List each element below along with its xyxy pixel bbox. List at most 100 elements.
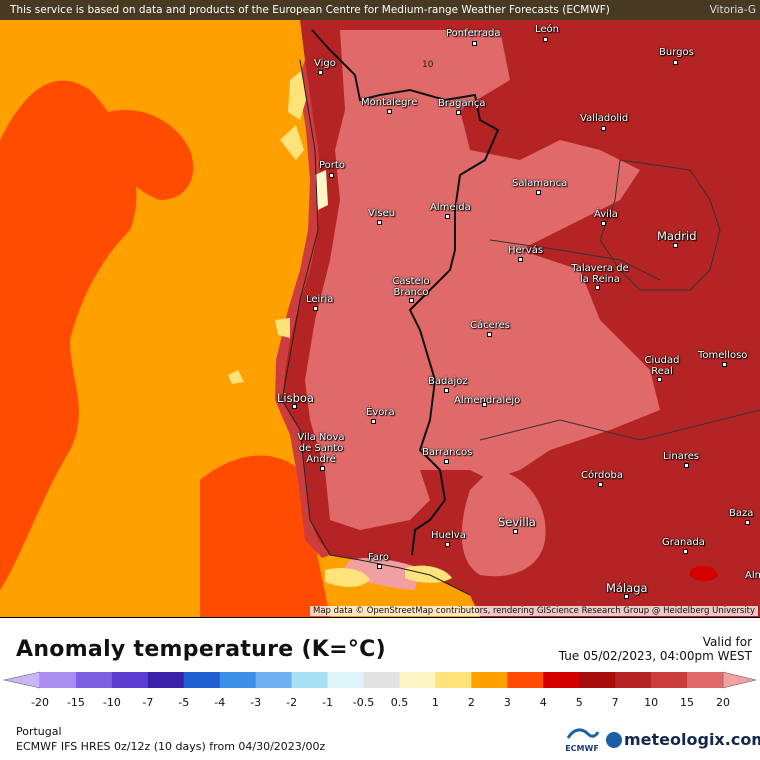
city-label: Valladolid [580,113,629,124]
city-dot [377,564,382,569]
city-label: Talavera de la Reina [571,263,629,285]
scale-swatch [40,672,77,688]
interior-light-anomaly [305,30,660,530]
ecmwf-logo[interactable]: ECMWF [562,724,602,754]
scale-tick-label: 15 [680,696,695,709]
yellow-spot-porto-coast [315,170,328,210]
scale-tick-label: -10 [102,696,121,709]
city-dot [444,388,449,393]
ocean-anomaly-band-south [200,455,330,617]
city-dot [595,285,600,290]
scale-swatch [435,672,472,688]
city-label: Córdoba [581,470,623,481]
scale-tick-label: 2 [467,696,475,709]
map-area[interactable]: This service is based on data and produc… [0,0,760,618]
scale-arrow-high [722,671,757,689]
scale-tick-label: 3 [503,696,511,709]
scale-swatch [579,672,616,688]
seville-light-anomaly [461,470,546,577]
city-dot [377,220,382,225]
scale-swatch [327,672,365,688]
city-dot [409,298,414,303]
city-dot [673,60,678,65]
scale-swatch [183,672,221,688]
scale-swatch [543,672,580,688]
city-label: Alm [745,570,760,581]
scale-swatch [399,672,436,688]
city-label: Tomelloso [698,350,748,361]
scale-tick-label: 5 [575,696,583,709]
city-dot [292,404,297,409]
scale-tick-label: -2 [286,696,298,709]
city-dot [543,37,548,42]
scale-tick-label: -7 [142,696,154,709]
city-dot [445,214,450,219]
scale-swatch [687,672,724,688]
city-dot [513,529,518,534]
valid-time: Tue 05/02/2023, 04:00pm WEST [558,649,752,663]
scale-swatch [615,672,652,688]
andalusia-border [479,409,760,441]
scale-swatch [75,672,113,688]
meteologix-brand[interactable]: meteologix.com [624,730,760,749]
legend-title: Anomaly temperature (K=°C) [16,637,386,662]
city-dot [318,70,323,75]
city-label: Hervás [508,245,544,256]
city-dot [313,306,318,311]
scale-tick-label: -1 [322,696,334,709]
city-dot [445,542,450,547]
city-label: Leiria [306,294,334,305]
scale-tick-label: -20 [31,696,49,709]
yellow-spot-ocean [228,370,244,384]
algarve-light [340,557,420,590]
portugal-spain-border [311,29,500,556]
scale-swatch [507,672,544,688]
city-dot [536,190,541,195]
city-dot [472,41,477,46]
scale-tick-label: -5 [178,696,190,709]
scale-swatch [291,672,329,688]
city-label: Madrid [657,229,697,243]
color-scale-bar [3,671,757,689]
ecmwf-text: ECMWF [565,744,599,753]
scale-tick-label: -15 [66,696,85,709]
city-label: Málaga [606,581,648,595]
scale-tick-label: 7 [611,696,619,709]
city-label: Évora [366,407,395,418]
city-label: Montalegre [361,97,418,108]
city-dot [518,257,523,262]
city-dot [371,419,376,424]
city-label: León [535,24,560,35]
city-label: Huelva [431,530,466,541]
city-label: Bragança [438,98,486,109]
city-label: Linares [663,451,700,462]
scale-tick-label: 0.5 [390,696,409,709]
yellow-spot-porto [280,125,304,160]
city-dot [487,332,492,337]
city-dot [482,402,487,407]
city-label: Viseu [368,208,396,219]
city-label: Cáceres [470,320,511,331]
city-dot [329,173,334,178]
city-label: Baza [729,508,754,519]
scale-swatch [219,672,257,688]
city-label: Vila Nova de Santo André [297,432,345,465]
isoline-label: 10 [422,60,434,70]
yellow-spot-north [288,70,306,120]
color-scale-ticks: -20 -15 -10 -7 -5 -4 -3 -2 -1 -0.5 0.5 1 2 3 4 5 7 10 15 20 [0,696,760,710]
city-dot [456,110,461,115]
regional-border-center [489,239,661,281]
scale-tick-label: -4 [214,696,226,709]
scale-swatch [651,672,688,688]
map-attribution[interactable]: Map data © OpenStreetMap contributors, r… [310,606,758,616]
city-dot [722,362,727,367]
red-spot-malaga [690,565,718,582]
city-dot [683,549,688,554]
scale-tick-label: -3 [250,696,262,709]
region-label: Portugal [16,725,62,738]
city-dot [320,466,325,471]
city-label: Badajoz [428,376,468,387]
city-label: Barrancos [422,447,473,458]
model-run-label: ECMWF IFS HRES 0z/12z (10 days) from 04/… [16,740,326,753]
city-label: Castelo Branco [392,276,430,298]
